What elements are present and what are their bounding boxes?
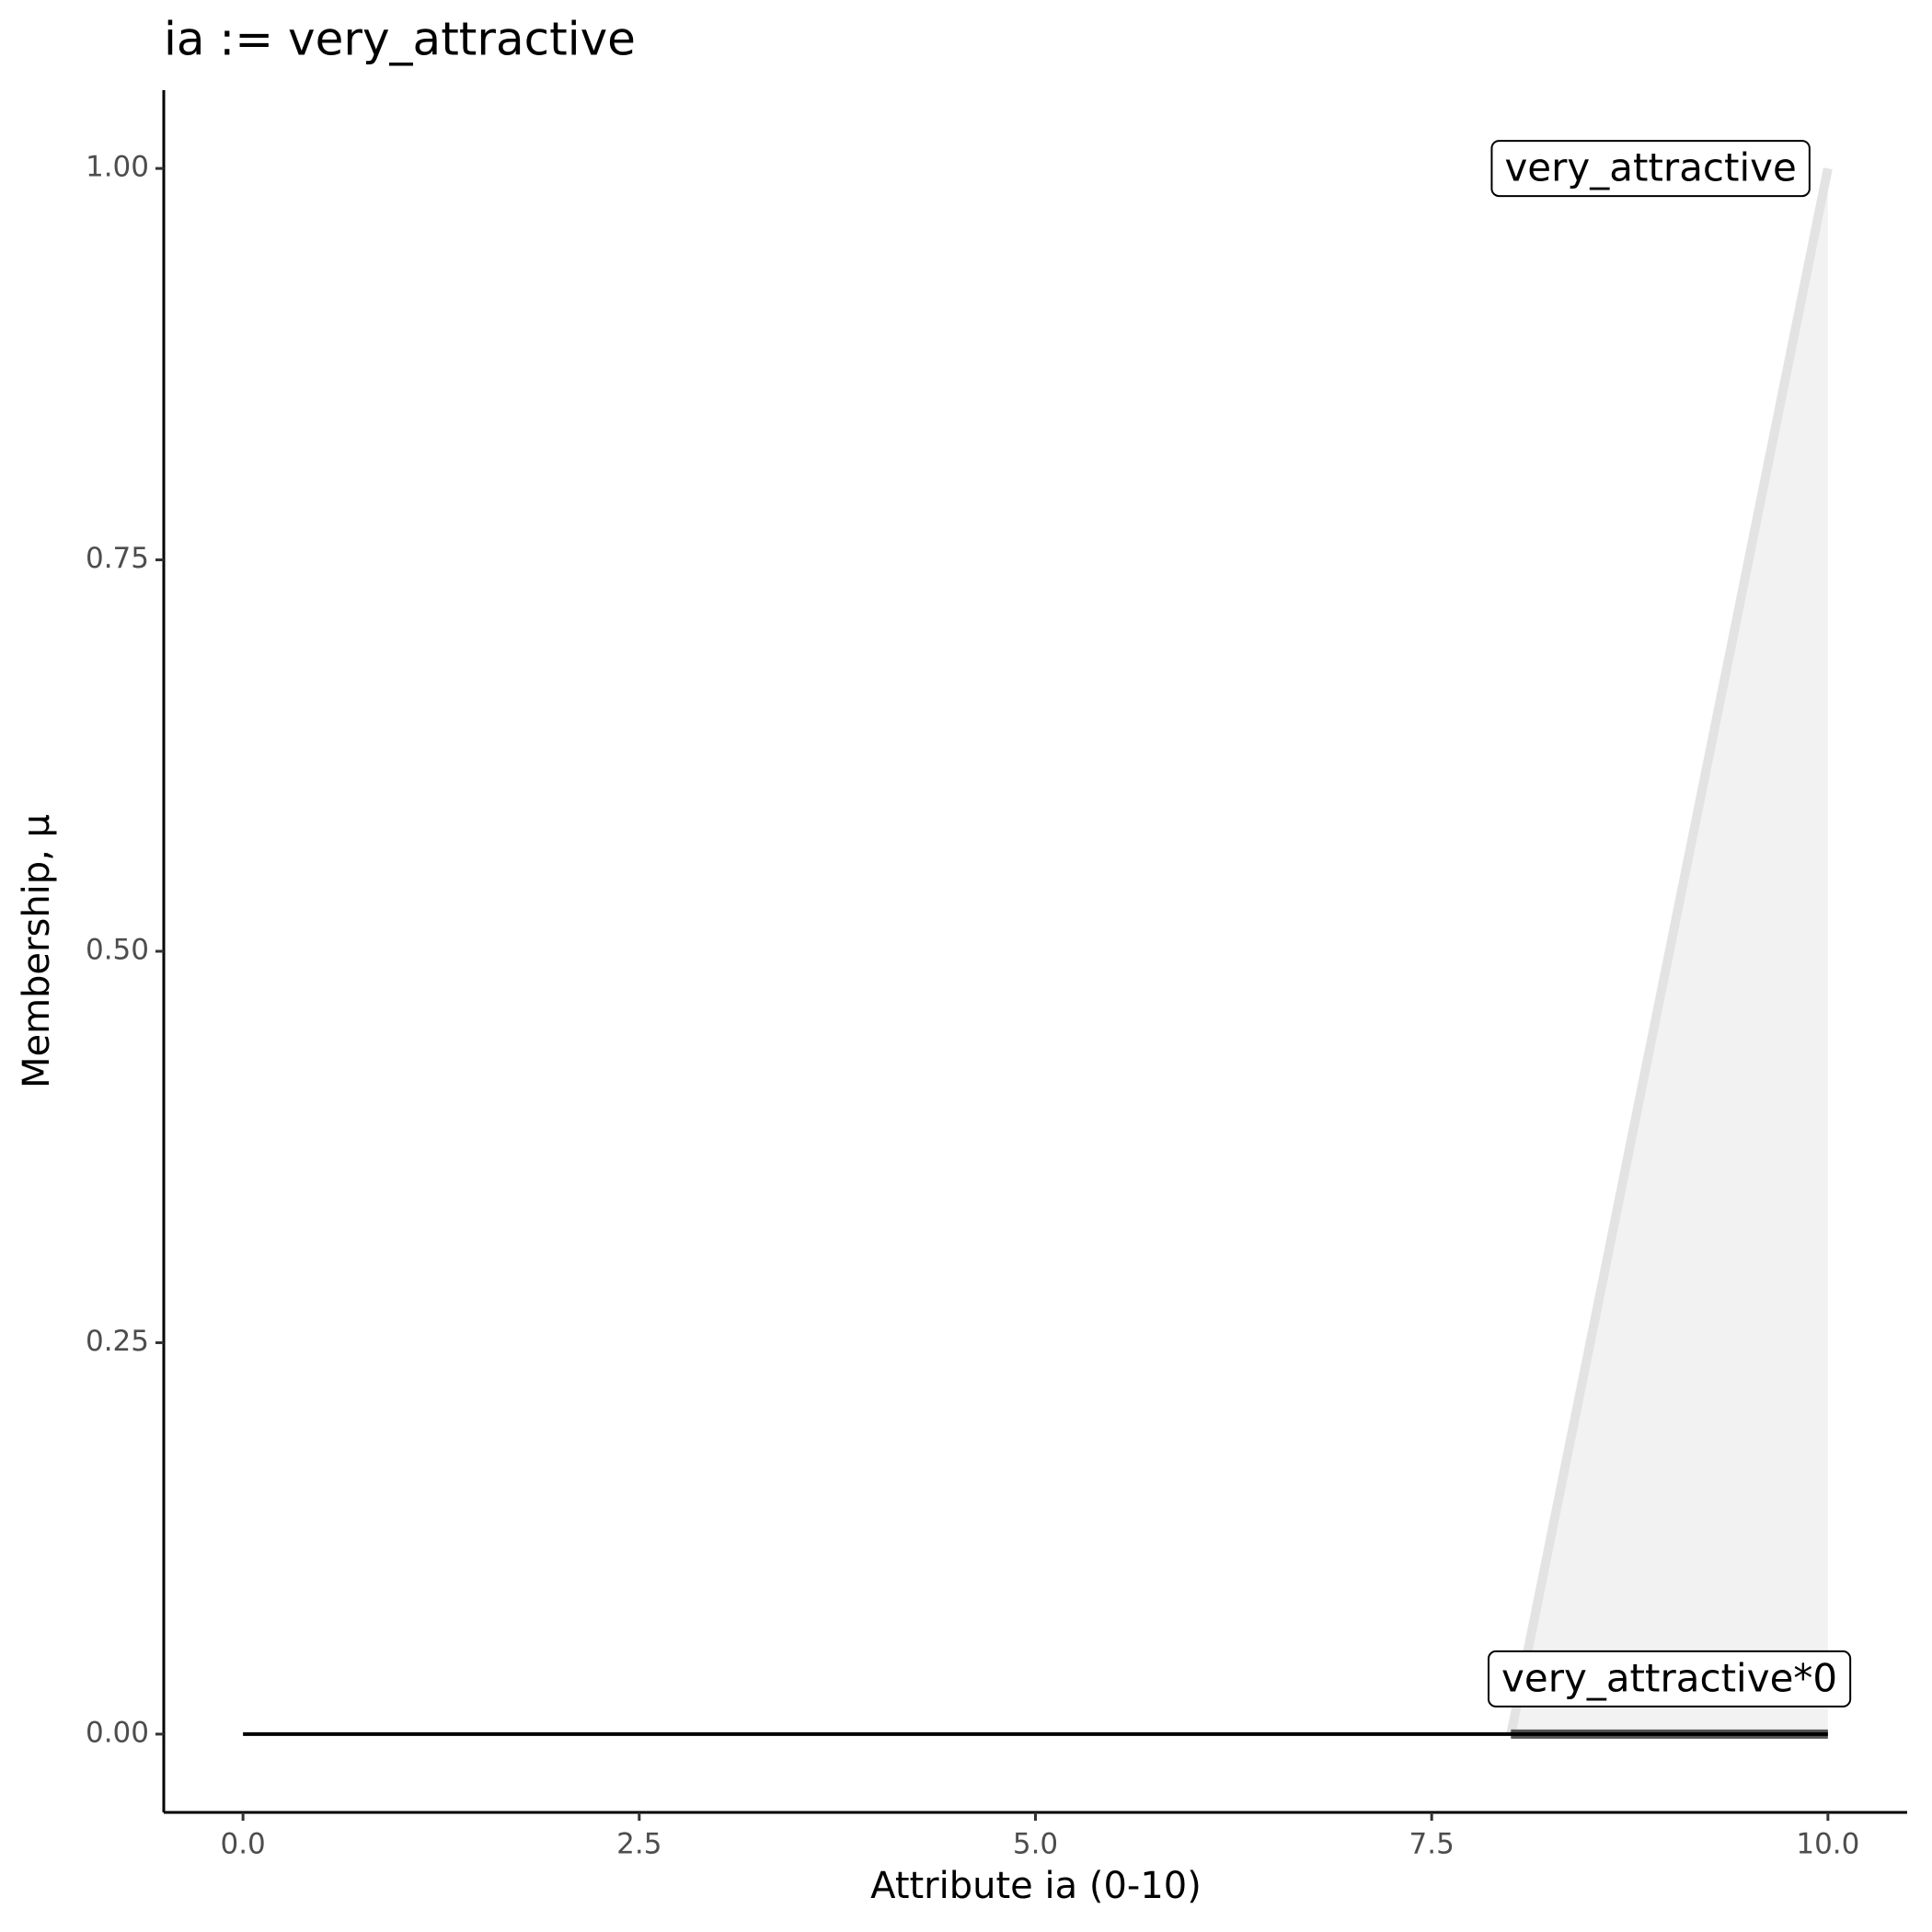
y-tick-label: 0.75 bbox=[86, 542, 149, 575]
y-tick-label: 0.00 bbox=[86, 1716, 149, 1749]
series-label: very_attractive*0 bbox=[1488, 1650, 1852, 1708]
x-axis-title: Attribute ia (0-10) bbox=[870, 1865, 1202, 1907]
x-tick-label: 10.0 bbox=[1796, 1828, 1859, 1861]
series-label-text: very_attractive*0 bbox=[1501, 1655, 1837, 1700]
x-tick-label: 2.5 bbox=[616, 1828, 661, 1861]
x-tick-label: 5.0 bbox=[1013, 1828, 1058, 1861]
x-tick-label: 7.5 bbox=[1409, 1828, 1455, 1861]
x-tick-label: 0.0 bbox=[220, 1828, 265, 1861]
chart-title: ia := very_attractive bbox=[164, 13, 636, 66]
series-label: very_attractive bbox=[1490, 140, 1811, 198]
series-label-text: very_attractive bbox=[1504, 145, 1796, 190]
series-label-box bbox=[1490, 140, 1811, 198]
series-label-box bbox=[1488, 1650, 1852, 1708]
y-tick-label: 0.25 bbox=[86, 1325, 149, 1358]
line bbox=[1506, 167, 1833, 1735]
y-tick-label: 1.00 bbox=[86, 151, 149, 184]
y-axis-title: Membership, μ bbox=[16, 814, 58, 1088]
y-tick-label: 0.50 bbox=[86, 934, 149, 967]
